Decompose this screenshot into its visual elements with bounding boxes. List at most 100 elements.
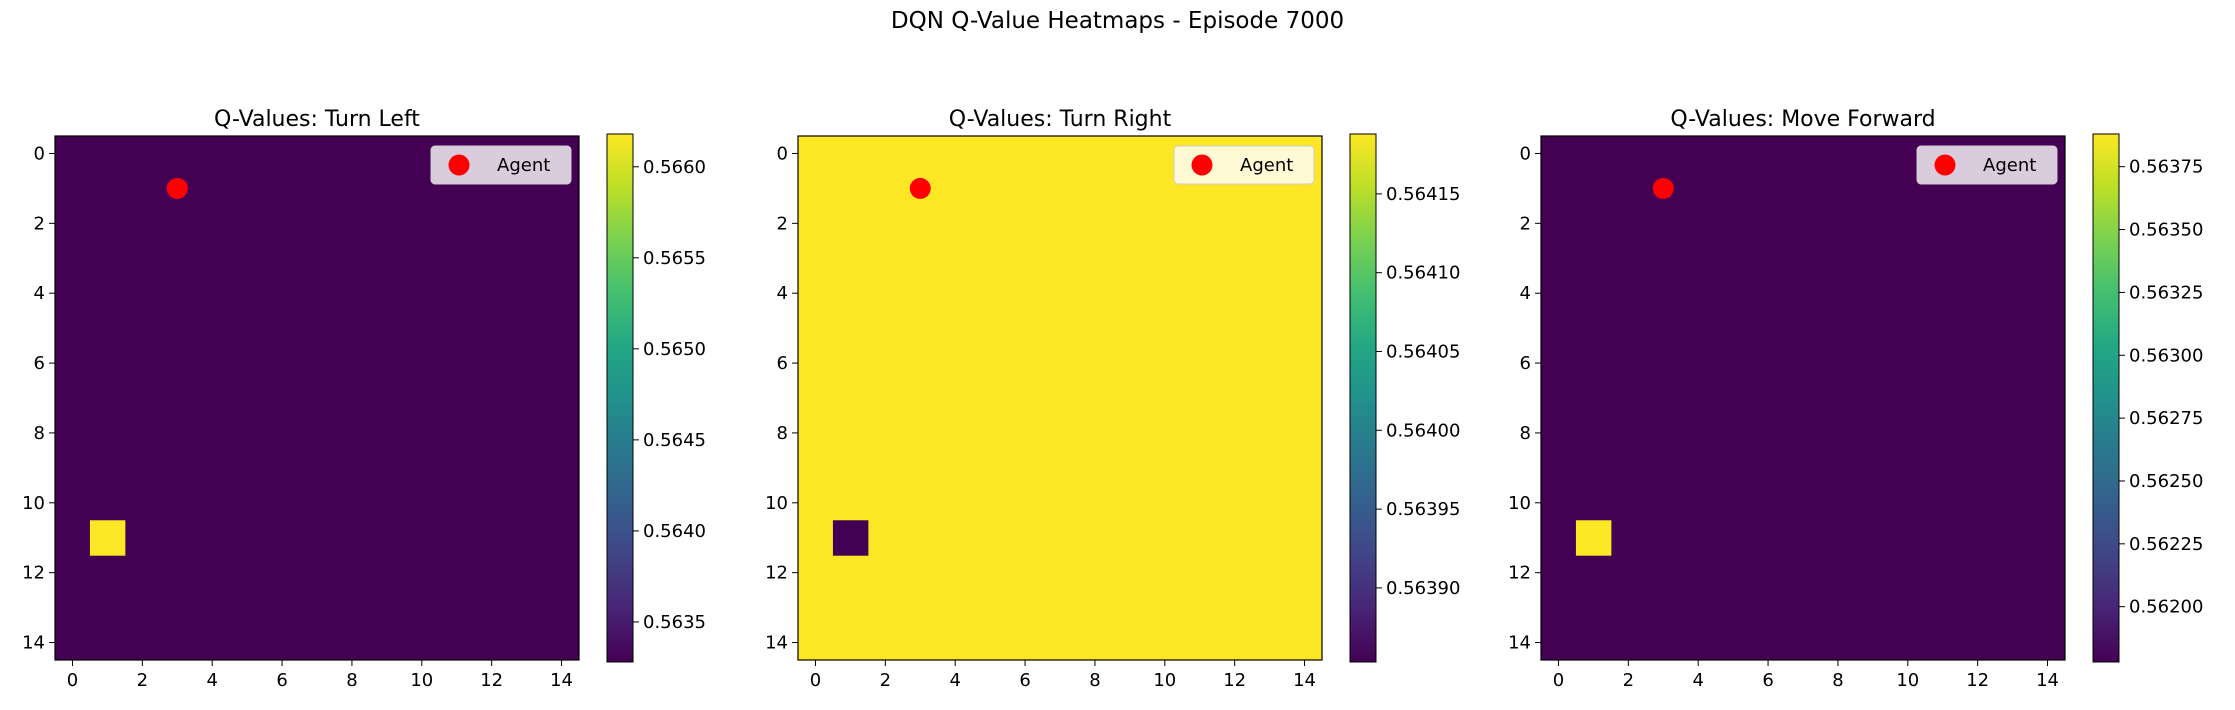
- y-tick-label: 12: [765, 563, 788, 584]
- y-tick-label: 6: [34, 353, 45, 374]
- y-tick-label: 0: [777, 143, 788, 164]
- colorbar-tick-label: 0.56300: [2129, 345, 2203, 366]
- y-tick-label: 14: [765, 633, 788, 654]
- x-tick-label: 10: [1896, 670, 1919, 691]
- x-tick-label: 0: [67, 670, 78, 691]
- legend-label: Agent: [1240, 155, 1293, 176]
- legend-box: [430, 145, 572, 185]
- x-tick-label: 8: [346, 670, 357, 691]
- agent-marker: [166, 177, 188, 199]
- legend-label: Agent: [497, 155, 550, 176]
- legend-label: Agent: [1983, 155, 2036, 176]
- colorbar-tick-label: 0.5660: [643, 157, 706, 178]
- colorbar: [2092, 133, 2120, 663]
- colorbar-tick-label: 0.56390: [1386, 578, 1460, 599]
- y-tick-label: 4: [1520, 283, 1531, 304]
- y-tick-label: 0: [34, 143, 45, 164]
- heatmap-panel-3: Q-Values: Move Forward 0 2 4 6 8 10 12 14 0 2 4 6 8 10…: [1508, 107, 2203, 691]
- colorbar-tick-label: 0.56415: [1386, 184, 1460, 205]
- x-tick-label: 0: [810, 670, 821, 691]
- axes-frame: [1540, 135, 2066, 661]
- x-tick-label: 4: [1692, 670, 1703, 691]
- x-tick-label: 2: [137, 670, 148, 691]
- legend-agent-marker: [1191, 154, 1213, 176]
- y-tick-label: 10: [22, 493, 45, 514]
- y-tick-label: 14: [22, 633, 45, 654]
- panel-title: Q-Values: Move Forward: [1670, 107, 1935, 132]
- legend-box: [1173, 145, 1315, 185]
- heatmap-panel-2: Q-Values: Turn Right 0 2 4 6 8 10 12 14 0 2 4 6 8 10 12…: [765, 107, 1460, 691]
- heatmap-panel-1: Q-Values: Turn Left 0 2 4 6 8 10 12 14 0 2 4 6 8 10 12 1…: [22, 107, 706, 691]
- colorbar-tick-label: 0.5650: [643, 339, 706, 360]
- x-tick-label: 4: [206, 670, 217, 691]
- heatmap-cell: [89, 520, 126, 556]
- x-tick-label: 10: [1153, 670, 1176, 691]
- colorbar-tick-label: 0.56395: [1386, 499, 1460, 520]
- y-tick-label: 4: [777, 283, 788, 304]
- colorbar-tick-label: 0.5645: [643, 430, 706, 451]
- legend-agent-marker: [1934, 154, 1956, 176]
- y-tick-label: 6: [1520, 353, 1531, 374]
- legend-agent-marker: [448, 154, 470, 176]
- colorbar: [1349, 133, 1377, 663]
- colorbar-tick-label: 0.56410: [1386, 263, 1460, 284]
- colorbar-tick-label: 0.5640: [643, 521, 706, 542]
- x-tick-label: 6: [1762, 670, 1773, 691]
- colorbar-tick-label: 0.56325: [2129, 282, 2203, 303]
- colorbar-tick-label: 0.56350: [2129, 220, 2203, 241]
- x-tick-label: 10: [410, 670, 433, 691]
- colorbar-tick-label: 0.5635: [643, 612, 706, 633]
- axes-frame: [54, 135, 580, 661]
- x-tick-label: 14: [550, 670, 573, 691]
- colorbar-tick-label: 0.56400: [1386, 420, 1460, 441]
- y-tick-label: 12: [22, 563, 45, 584]
- colorbar: [606, 133, 634, 663]
- y-tick-label: 0: [1520, 143, 1531, 164]
- agent-marker: [909, 177, 931, 199]
- y-tick-label: 8: [777, 423, 788, 444]
- colorbar-tick-label: 0.56275: [2129, 408, 2203, 429]
- x-tick-label: 0: [1553, 670, 1564, 691]
- panel-title: Q-Values: Turn Left: [214, 107, 420, 132]
- axes-frame: [797, 135, 1323, 661]
- y-tick-label: 8: [34, 423, 45, 444]
- colorbar-tick-label: 0.56375: [2129, 157, 2203, 178]
- x-tick-label: 2: [880, 670, 891, 691]
- x-tick-label: 12: [1966, 670, 1989, 691]
- y-tick-label: 2: [777, 213, 788, 234]
- x-tick-label: 6: [276, 670, 287, 691]
- x-tick-label: 2: [1623, 670, 1634, 691]
- y-tick-label: 10: [765, 493, 788, 514]
- x-tick-label: 14: [1293, 670, 1316, 691]
- figure-suptitle: DQN Q-Value Heatmaps - Episode 7000: [890, 8, 1345, 34]
- x-tick-label: 8: [1089, 670, 1100, 691]
- heatmap-base-field: [1541, 136, 2065, 660]
- heatmap-base-field: [798, 136, 1322, 660]
- y-tick-label: 2: [1520, 213, 1531, 234]
- colorbar-tick-label: 0.56200: [2129, 597, 2203, 618]
- agent-marker: [1652, 177, 1674, 199]
- colorbar-tick-label: 0.56225: [2129, 534, 2203, 555]
- heatmap-cell: [832, 520, 869, 556]
- colorbar-tick-label: 0.56405: [1386, 342, 1460, 363]
- y-tick-label: 10: [1508, 493, 1531, 514]
- heatmap-base-field: [55, 136, 579, 660]
- heatmap-cell: [1575, 520, 1612, 556]
- panel-title: Q-Values: Turn Right: [949, 107, 1172, 132]
- y-tick-label: 2: [34, 213, 45, 234]
- x-tick-label: 6: [1019, 670, 1030, 691]
- x-tick-label: 8: [1832, 670, 1843, 691]
- colorbar-tick-label: 0.56250: [2129, 471, 2203, 492]
- y-tick-label: 12: [1508, 563, 1531, 584]
- x-tick-label: 4: [949, 670, 960, 691]
- colorbar-tick-label: 0.5655: [643, 248, 706, 269]
- y-tick-label: 14: [1508, 633, 1531, 654]
- x-tick-label: 12: [480, 670, 503, 691]
- legend-box: [1916, 145, 2058, 185]
- y-tick-label: 8: [1520, 423, 1531, 444]
- y-tick-label: 4: [34, 283, 45, 304]
- x-tick-label: 12: [1223, 670, 1246, 691]
- x-tick-label: 14: [2036, 670, 2059, 691]
